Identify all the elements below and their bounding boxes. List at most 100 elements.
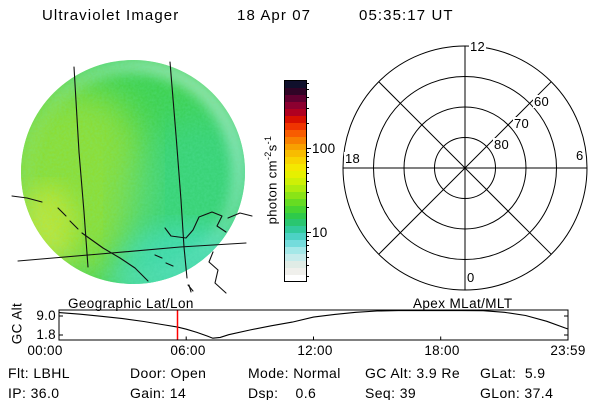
status-flt: Flt: LBHL [8, 365, 70, 381]
colorbar-tick-mark [306, 173, 309, 175]
colorbar-tick-mark [306, 232, 311, 233]
colorbar-cell [285, 253, 306, 261]
xtick-1200: 12:00 [297, 343, 333, 358]
map-line [69, 220, 79, 230]
mlt-label-12: 12 [469, 39, 487, 54]
status-mode: Mode: Normal [248, 365, 341, 381]
colorbar-tick-mark [306, 265, 309, 267]
lat-label-80: 80 [493, 137, 511, 152]
map-line [11, 195, 43, 203]
colorbar-unit-s: s [264, 144, 280, 152]
polar-grid-plot [342, 45, 588, 291]
colorbar-cell [285, 149, 306, 158]
map-line [187, 284, 194, 292]
time-readout: 05:35:17 UT [359, 7, 454, 24]
colorbar-tick-mark [306, 275, 309, 277]
colorbar-cell [285, 177, 306, 185]
xtick-0600: 06:00 [170, 343, 206, 358]
colorbar-cell [285, 225, 306, 234]
colorbar-tick-mark [306, 206, 309, 208]
colorbar-tick-mark [306, 191, 309, 193]
mlt-label-0: 0 [466, 270, 476, 285]
map-line [208, 251, 227, 294]
colorbar-tick-mark [306, 89, 309, 91]
colorbar-cell [285, 198, 306, 206]
uv-disk-fill [21, 60, 245, 284]
uv-disk-image [11, 60, 253, 294]
gc-alt-timeseries-plot [58, 309, 569, 341]
map-line [73, 66, 89, 268]
map-line [81, 232, 149, 282]
colorbar-cell [285, 108, 306, 116]
colorbar-cell [285, 232, 306, 241]
status-seq: Seq: 39 [365, 385, 417, 400]
colorbar-tick-mark [306, 240, 309, 242]
colorbar-unit-exp2: -2 [263, 151, 273, 161]
status-ip: IP: 36.0 [8, 385, 60, 400]
xtick-0000: 00:00 [27, 343, 63, 358]
colorbar-cell [285, 129, 306, 137]
colorbar-cell [285, 260, 306, 268]
colorbar-tick-mark [306, 235, 309, 237]
colorbar-tick-mark [306, 250, 309, 252]
map-line [165, 262, 174, 267]
ytick-9-0: 9.0 [36, 308, 56, 323]
colorbar-unit-base: photon cm [264, 160, 280, 225]
colorbar-cell [285, 205, 306, 213]
map-line [164, 211, 227, 239]
colorbar-tick-mark [306, 245, 309, 246]
mlt-label-6: 6 [575, 148, 585, 163]
colorbar-tick-mark [306, 161, 309, 162]
colorbar-ticks [306, 80, 320, 280]
map-line [227, 212, 253, 219]
colorbar-cell [285, 87, 306, 96]
ytick-1-8: 1.8 [36, 327, 56, 342]
colorbar-cell [285, 94, 306, 103]
colorbar-tick-mark [306, 107, 309, 109]
colorbar-tick-mark [306, 151, 309, 153]
colorbar-cell [285, 274, 306, 282]
map-line [169, 61, 188, 279]
colorbar-cell [285, 184, 306, 192]
polar-panel-caption: Apex MLat/MLT [413, 296, 513, 311]
colorbar-cell [285, 115, 306, 123]
map-line [154, 254, 163, 259]
colorbar-cell [285, 163, 306, 172]
colorbar-cell [285, 136, 306, 144]
colorbar-tick-mark [306, 257, 309, 259]
colorbar-cell [285, 143, 306, 151]
colorbar-tick-mark [306, 97, 309, 99]
xtick-2359: 23:59 [550, 343, 586, 358]
colorbar-cell [285, 170, 306, 179]
lat-label-70: 70 [513, 116, 531, 131]
lat-label-60: 60 [533, 94, 551, 109]
colorbar-cell [285, 101, 306, 110]
colorbar-cell [285, 212, 306, 220]
colorbar-tick-mark [306, 148, 311, 149]
colorbar-cell [285, 239, 306, 247]
gc-alt-curve [58, 310, 568, 339]
map-line [57, 207, 67, 217]
colorbar-unit-exp1: -1 [263, 135, 273, 145]
colorbar-cell [285, 267, 306, 275]
status-gc-alt: GC Alt: 3.9 Re [365, 365, 461, 381]
colorbar-cell [285, 81, 306, 89]
colorbar-tick-mark [306, 156, 309, 158]
colorbar-cell [285, 122, 306, 130]
colorbar-tick-mark [306, 181, 309, 183]
colorbar-cell [285, 218, 306, 227]
colorbar-tick-10: 10 [312, 225, 328, 240]
xtick-1800: 18:00 [424, 343, 460, 358]
colorbar [284, 80, 307, 282]
page-title: Ultraviolet Imager [42, 7, 180, 24]
date-readout: 18 Apr 07 [237, 7, 312, 24]
colorbar-unit-label: photon cm-2s-1 [263, 80, 279, 280]
colorbar-tick-mark [306, 166, 309, 168]
geographic-map-lines [11, 61, 253, 294]
map-line [17, 242, 247, 262]
image-panel-caption: Geographic Lat/Lon [68, 296, 194, 311]
mlt-label-18: 18 [344, 151, 362, 166]
status-glat: GLat: 5.9 [480, 365, 546, 381]
colorbar-cell [285, 246, 306, 254]
